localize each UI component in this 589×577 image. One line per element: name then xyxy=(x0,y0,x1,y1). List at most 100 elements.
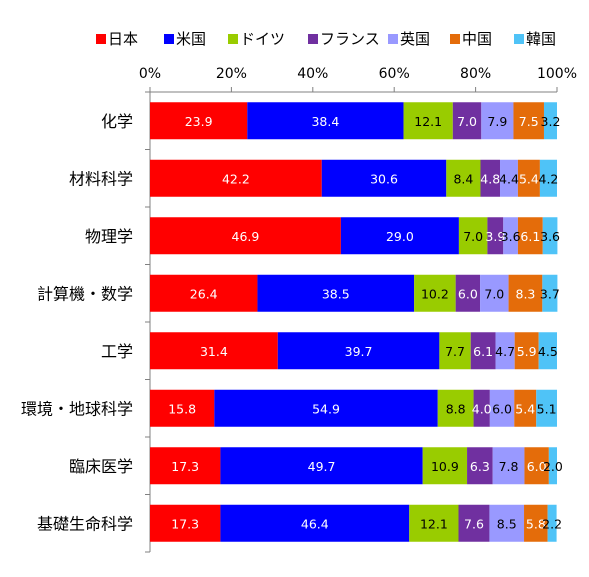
x-tick-label: 100% xyxy=(537,66,577,82)
bar-segment xyxy=(495,332,515,370)
bar-segment xyxy=(517,159,540,197)
data-label: 4.7 xyxy=(495,344,515,359)
data-label: 3.9 xyxy=(485,229,505,244)
bar-segment xyxy=(220,447,423,485)
x-tick-label: 40% xyxy=(297,66,328,82)
data-label: 4.8 xyxy=(480,171,500,186)
data-label: 3.2 xyxy=(541,114,561,129)
bar-segment xyxy=(458,217,488,255)
data-label: 29.0 xyxy=(386,229,414,244)
bar-segment xyxy=(414,274,456,312)
data-label: 7.7 xyxy=(445,344,465,359)
bar-segment xyxy=(150,159,322,197)
bar-segment xyxy=(538,332,557,370)
data-label: 5.1 xyxy=(537,401,557,416)
bar-segment xyxy=(467,447,493,485)
data-label: 2.0 xyxy=(543,459,563,474)
bar-segment xyxy=(524,504,548,542)
category-label: 化学 xyxy=(101,112,133,131)
category-label: 基礎生命科学 xyxy=(37,514,133,533)
x-axis: 0% 20% 40% 60% 80% 100% xyxy=(139,66,577,93)
category-label: 工学 xyxy=(101,342,133,361)
bar-segment xyxy=(220,504,410,542)
category-label: 材料科学 xyxy=(69,169,133,188)
data-label: 6.0 xyxy=(492,401,512,416)
bar-segment xyxy=(480,159,501,197)
bar-segment xyxy=(437,389,474,427)
bar-segment xyxy=(470,332,496,370)
bar-segment xyxy=(214,389,438,427)
data-label: 5.9 xyxy=(517,344,537,359)
data-label: 10.2 xyxy=(421,286,449,301)
bar-segment xyxy=(422,447,468,485)
bar-segment xyxy=(536,389,557,427)
data-label: 2.2 xyxy=(542,516,562,531)
data-label: 10.9 xyxy=(431,459,459,474)
data-label: 23.9 xyxy=(185,114,213,129)
data-label: 6.1 xyxy=(473,344,493,359)
bar-segment xyxy=(517,217,543,255)
data-label: 5.4 xyxy=(515,401,535,416)
data-label: 3.6 xyxy=(540,229,560,244)
bar-segment xyxy=(473,389,490,427)
bar-segment xyxy=(340,217,459,255)
bar-segment xyxy=(150,389,215,427)
data-label: 7.6 xyxy=(464,516,484,531)
bar-segment xyxy=(403,102,453,140)
data-label: 4.5 xyxy=(538,344,558,359)
x-tick-label: 20% xyxy=(216,66,247,82)
data-label: 17.3 xyxy=(171,516,199,531)
data-label: 7.5 xyxy=(519,114,539,129)
legend: 日本 米国 ドイツ フランス 英国 中国 韓国 xyxy=(96,30,556,48)
data-label: 6.0 xyxy=(458,286,478,301)
data-label: 46.9 xyxy=(232,229,260,244)
legend-label: 韓国 xyxy=(526,30,556,48)
data-label: 5.4 xyxy=(519,171,539,186)
bar-segment xyxy=(542,274,558,312)
data-label: 8.8 xyxy=(446,401,466,416)
data-label: 38.4 xyxy=(311,114,339,129)
bar-segment xyxy=(492,447,525,485)
bar-segment xyxy=(503,217,518,255)
bar-segment xyxy=(513,102,544,140)
data-label: 31.4 xyxy=(200,344,228,359)
data-label: 54.9 xyxy=(312,401,340,416)
bar-segment xyxy=(514,332,539,370)
bar-segment xyxy=(257,274,415,312)
data-label: 7.9 xyxy=(487,114,507,129)
data-label: 8.3 xyxy=(516,286,536,301)
data-label: 7.0 xyxy=(457,114,477,129)
legend-label: 英国 xyxy=(400,30,430,48)
bar-segment xyxy=(542,217,558,255)
data-label: 12.1 xyxy=(414,114,442,129)
data-label: 5.8 xyxy=(526,516,546,531)
data-label: 4.0 xyxy=(472,401,492,416)
legend-label: 日本 xyxy=(108,30,138,48)
bar-segment xyxy=(150,217,341,255)
x-tick-label: 0% xyxy=(139,66,161,82)
legend-label: フランス xyxy=(320,30,380,48)
bar-segment xyxy=(458,504,490,542)
bar-segment xyxy=(524,447,549,485)
data-label: 17.3 xyxy=(171,459,199,474)
bar-segment xyxy=(548,447,557,485)
bar-segment xyxy=(489,389,515,427)
bar-segment xyxy=(539,159,557,197)
bar-segment xyxy=(277,332,440,370)
bar-segment xyxy=(150,447,221,485)
bar-segment xyxy=(150,504,221,542)
bar-segment xyxy=(247,102,404,140)
legend-swatch xyxy=(514,34,524,44)
data-label: 26.4 xyxy=(190,286,218,301)
bars: 23.9 38.4 12.1 7.0 7.9 7.5 3.242.2 30.6 8.4 4.84.… xyxy=(150,102,563,542)
bar-segment xyxy=(446,159,481,197)
bar-segment xyxy=(487,217,504,255)
data-label: 8.4 xyxy=(453,171,473,186)
data-label: 3.6 xyxy=(501,229,521,244)
legend-swatch xyxy=(388,34,398,44)
category-label: 物理学 xyxy=(85,227,133,246)
bar-segment xyxy=(508,274,543,312)
category-label: 環境・地球科学 xyxy=(21,399,133,418)
data-label: 6.3 xyxy=(470,459,490,474)
bar-segment xyxy=(455,274,481,312)
